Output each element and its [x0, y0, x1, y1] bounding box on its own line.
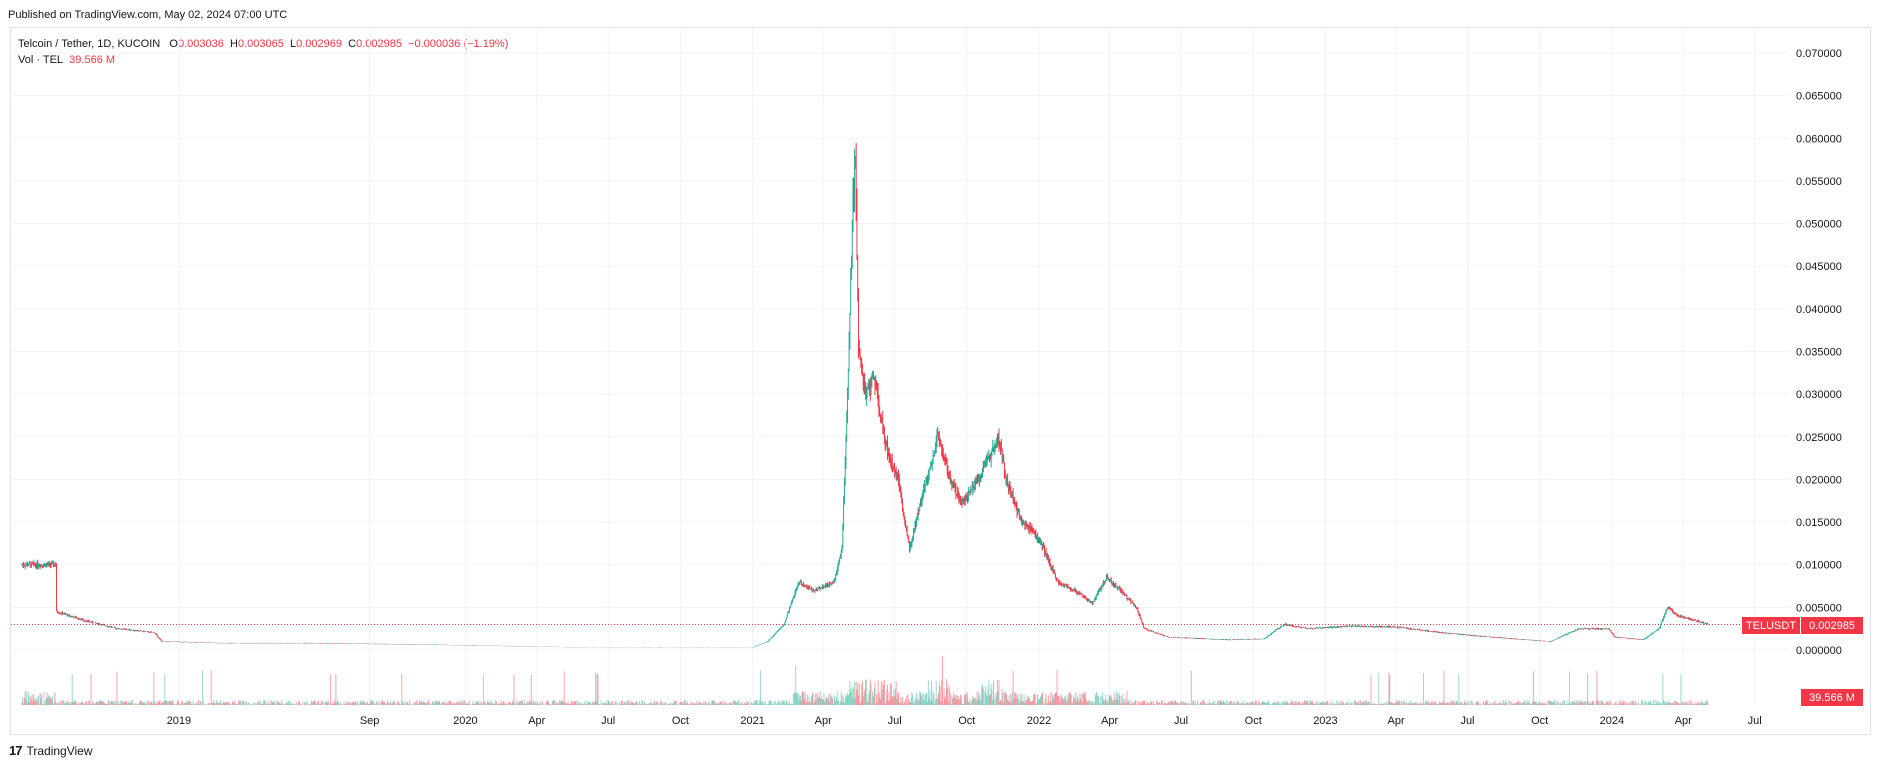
- ohlc-legend-row: Telcoin / Tether, 1D, KUCOIN O0.003036 H…: [18, 36, 508, 52]
- volume-legend-row: Vol · TEL 39.566 M: [18, 52, 508, 68]
- close-label: C: [348, 38, 357, 50]
- price-tag: TELUSDT 0.002985: [1742, 617, 1863, 634]
- y-tick-label: 0.015000: [1796, 517, 1842, 529]
- volume-label[interactable]: Vol · TEL: [18, 54, 64, 66]
- change-value: −0.000036 (−1.19%): [408, 38, 509, 50]
- volume-bars: [21, 656, 1709, 705]
- low-value: 0.002969: [296, 38, 342, 50]
- chart-grid: [11, 28, 1790, 705]
- x-tick-label: Apr: [1101, 715, 1118, 727]
- x-tick-label: Oct: [1531, 715, 1548, 727]
- y-tick-label: 0.045000: [1796, 261, 1842, 273]
- y-tick-label: 0.035000: [1796, 347, 1842, 359]
- tradingview-brand[interactable]: 17 TradingView: [9, 743, 93, 758]
- x-tick-label: 2020: [453, 715, 477, 727]
- x-tick-label: Apr: [815, 715, 832, 727]
- y-tick-label: 0.000000: [1796, 645, 1842, 657]
- x-tick-label: Apr: [528, 715, 545, 727]
- x-tick-label: Apr: [1675, 715, 1692, 727]
- open-label: O: [169, 38, 178, 50]
- y-tick-label: 0.060000: [1796, 133, 1842, 145]
- x-tick-label: Oct: [672, 715, 689, 727]
- y-tick-label: 0.010000: [1796, 560, 1842, 572]
- x-tick-label: Apr: [1387, 715, 1404, 727]
- x-tick-label: Jul: [1748, 715, 1762, 727]
- x-tick-label: Jul: [601, 715, 615, 727]
- x-tick-label: Oct: [1245, 715, 1262, 727]
- y-tick-label: 0.065000: [1796, 91, 1842, 103]
- price-tag-value: 0.002985: [1809, 620, 1855, 632]
- tradingview-logo-icon: 17: [9, 743, 23, 758]
- volume-value: 39.566 M: [69, 54, 116, 66]
- brand-label: TradingView: [26, 743, 93, 758]
- high-value: 0.003065: [237, 38, 284, 50]
- y-tick-label: 0.025000: [1796, 432, 1842, 444]
- published-caption: Published on TradingView.com, May 02, 20…: [8, 9, 288, 21]
- x-tick-label: Sep: [360, 715, 380, 727]
- x-tick-label: 2024: [1600, 715, 1624, 727]
- x-tick-label: 2023: [1313, 715, 1337, 727]
- y-tick-label: 0.050000: [1796, 219, 1842, 231]
- price-candles: [21, 142, 1709, 648]
- chart-frame[interactable]: [10, 27, 1871, 735]
- volume-tag: 39.566 M: [1801, 689, 1863, 706]
- volume-tag-value: 39.566 M: [1809, 692, 1855, 704]
- chart-legend: Telcoin / Tether, 1D, KUCOIN O0.003036 H…: [18, 36, 508, 68]
- x-tick-label: 2022: [1027, 715, 1051, 727]
- high-label: H: [230, 38, 238, 50]
- y-tick-label: 0.070000: [1796, 48, 1842, 60]
- open-value: 0.003036: [177, 38, 224, 50]
- y-tick-label: 0.055000: [1796, 176, 1842, 188]
- close-value: 0.002985: [356, 38, 402, 50]
- y-tick-label: 0.040000: [1796, 304, 1842, 316]
- price-tag-symbol: TELUSDT: [1746, 620, 1796, 632]
- x-tick-label: Jul: [888, 715, 902, 727]
- y-tick-label: 0.020000: [1796, 474, 1842, 486]
- x-tick-label: Jul: [1460, 715, 1474, 727]
- x-tick-label: Oct: [958, 715, 975, 727]
- y-tick-label: 0.030000: [1796, 389, 1842, 401]
- price-axis: 0.070000 0.065000 0.060000 0.055000 0.050000…: [1796, 48, 1842, 657]
- x-tick-label: Jul: [1174, 715, 1188, 727]
- y-tick-label: 0.005000: [1796, 602, 1842, 614]
- x-tick-label: 2019: [167, 715, 191, 727]
- symbol-label[interactable]: Telcoin / Tether, 1D, KUCOIN: [18, 38, 161, 50]
- x-tick-label: 2021: [740, 715, 764, 727]
- time-axis: 2019 Sep 2020 Apr Jul Oct 2021 Apr Jul Oct 2022 Apr…: [167, 715, 1762, 727]
- low-label: L: [289, 38, 297, 50]
